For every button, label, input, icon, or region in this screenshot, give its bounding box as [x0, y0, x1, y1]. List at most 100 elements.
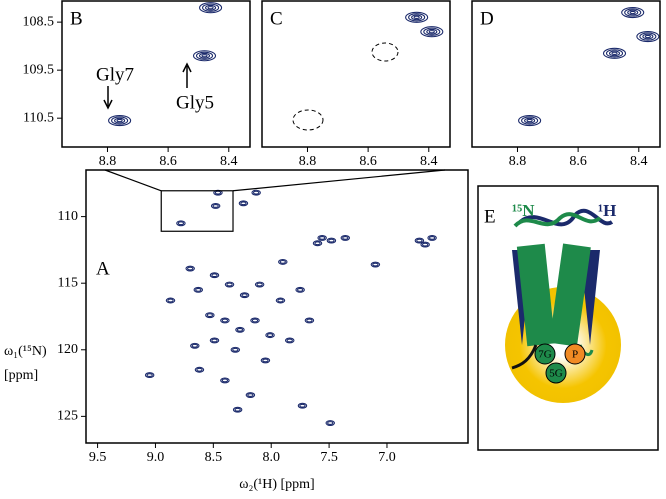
peak	[420, 26, 444, 38]
peak	[199, 2, 223, 14]
contour	[318, 235, 326, 240]
contour	[428, 30, 435, 34]
panel-letter: A	[96, 258, 110, 279]
peak	[278, 258, 288, 265]
contour	[251, 318, 259, 323]
panel-letter: E	[484, 206, 496, 227]
contour	[230, 346, 241, 353]
x-tick-label: 8.0	[262, 450, 280, 465]
dashed-circle	[371, 42, 399, 62]
contour	[327, 421, 334, 425]
contour	[176, 220, 186, 227]
contour	[251, 189, 261, 196]
residue-label: P	[572, 349, 578, 361]
contour	[518, 115, 542, 127]
zoom-line	[104, 169, 162, 192]
peak	[239, 292, 250, 299]
contour	[416, 238, 423, 243]
contour	[284, 337, 295, 344]
peak	[250, 317, 260, 324]
peak	[224, 281, 235, 288]
residue-label: 7G	[538, 349, 552, 361]
annotation: Gly5	[176, 92, 214, 113]
residue	[564, 343, 586, 365]
helix	[549, 243, 591, 347]
frame	[61, 0, 251, 148]
panel-letter: C	[270, 8, 283, 29]
panel-letter: D	[480, 8, 494, 29]
x-tick-label: 9.0	[147, 450, 165, 465]
plot-area	[405, 11, 444, 38]
arrow-head	[103, 99, 113, 110]
contour	[199, 2, 223, 14]
peak	[209, 272, 220, 279]
peak	[194, 366, 205, 373]
residue	[534, 343, 556, 365]
contour	[428, 235, 436, 240]
contour	[413, 15, 420, 19]
peak	[297, 402, 308, 409]
y-tick-label: 125	[57, 409, 78, 424]
peak	[260, 357, 271, 364]
peak	[251, 189, 261, 196]
contour	[426, 28, 438, 35]
panel-letter: B	[70, 8, 83, 29]
x-tick-label: 9.5	[89, 450, 107, 465]
contour	[278, 258, 288, 265]
peak	[414, 237, 425, 244]
peak	[304, 317, 315, 324]
contour	[372, 262, 379, 267]
contour	[185, 265, 195, 272]
peak	[326, 237, 337, 244]
arrow-head	[182, 62, 192, 73]
y-tick-label: 108.5	[23, 14, 55, 29]
peak	[621, 6, 645, 19]
contour	[165, 297, 176, 304]
contour	[194, 366, 205, 373]
frame	[85, 169, 469, 444]
peak	[220, 377, 230, 384]
contour	[639, 32, 657, 41]
contour	[297, 402, 308, 409]
x-tick-label: 8.4	[630, 154, 648, 169]
peak	[176, 220, 186, 227]
contour	[262, 358, 269, 363]
y-tick-label: 120	[57, 342, 78, 357]
contour	[195, 287, 202, 292]
peak	[185, 265, 195, 272]
contour	[146, 373, 153, 378]
y-axis-label: [ppm]	[4, 368, 38, 383]
contour	[220, 317, 230, 324]
contour	[144, 372, 155, 379]
contour	[240, 201, 247, 206]
contour	[260, 357, 271, 364]
contour	[198, 52, 211, 59]
residue	[545, 362, 567, 384]
contour	[226, 282, 233, 287]
contour	[191, 343, 198, 348]
contour	[304, 317, 315, 324]
contour	[317, 234, 327, 241]
contour	[205, 4, 217, 11]
peak	[245, 392, 256, 399]
contour	[312, 240, 323, 247]
x-tick-label: 8.6	[569, 154, 587, 169]
contour	[370, 261, 381, 268]
contour	[340, 234, 351, 241]
contour	[234, 407, 241, 412]
contour	[423, 27, 441, 36]
peak	[602, 47, 627, 59]
contour	[211, 338, 218, 343]
contour	[202, 3, 220, 12]
peak	[209, 337, 220, 344]
peak	[518, 115, 542, 127]
contour	[224, 281, 235, 288]
contour	[408, 13, 426, 22]
x-tick-label: 8.5	[205, 450, 223, 465]
contour	[624, 8, 642, 17]
y-tick-label: 110.5	[23, 110, 54, 125]
annotation: Gly7	[96, 64, 134, 85]
contour	[207, 6, 214, 10]
contour	[210, 203, 221, 209]
contour	[275, 297, 286, 304]
